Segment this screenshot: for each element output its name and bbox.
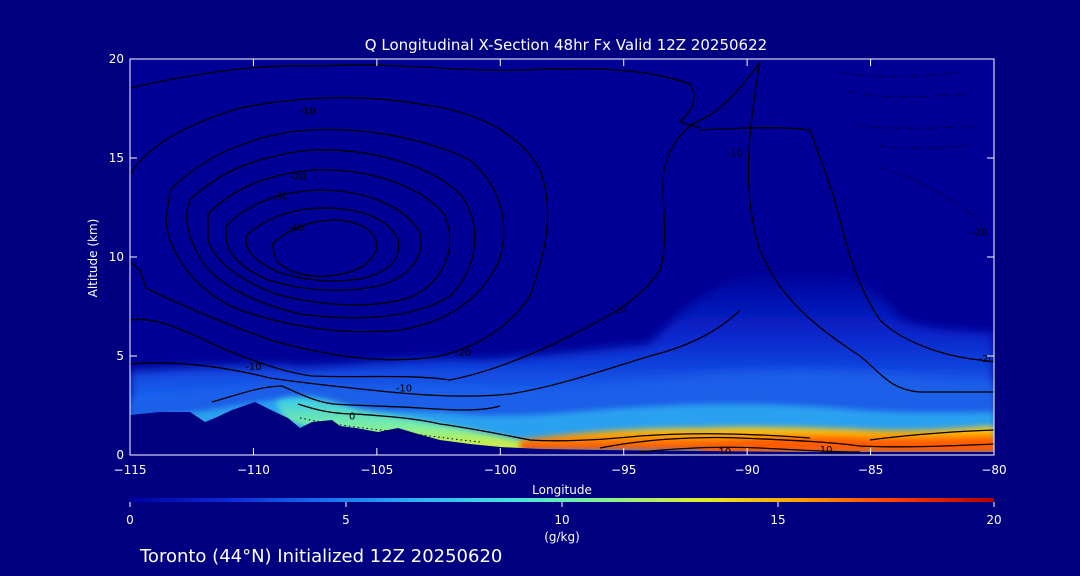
- contour-label: -20: [971, 227, 987, 238]
- contour-line: [130, 309, 741, 397]
- colorbar-tick-label: 20: [986, 513, 1001, 527]
- dotted-contour: [299, 417, 481, 443]
- y-axis: 0 5 10 15 20: [109, 52, 994, 462]
- x-tick-label: −90: [734, 463, 759, 477]
- contour-line: [207, 169, 451, 306]
- contour-line: [130, 61, 761, 381]
- contour-label: -10: [245, 362, 261, 373]
- contour-label: 10: [820, 445, 833, 456]
- dotted-contour: [879, 145, 971, 149]
- contour-label: -30: [272, 192, 288, 203]
- terrain: [130, 402, 994, 455]
- contour-label: -40: [287, 223, 303, 234]
- contour-line: [225, 189, 422, 291]
- contour-line: [245, 207, 400, 282]
- colorbar-tick-label: 5: [342, 513, 350, 527]
- contour-line: [699, 127, 994, 363]
- colorbar-tick-label: 10: [554, 513, 569, 527]
- contour-label: -20: [978, 354, 994, 365]
- contour-label: 0: [349, 411, 355, 422]
- contour-label: -10: [611, 304, 627, 315]
- moisture-core-west: [275, 396, 530, 452]
- contour-line: [639, 446, 861, 453]
- contour-line: [747, 61, 994, 393]
- contour-label: 10: [719, 447, 732, 458]
- x-tick-label: −105: [360, 463, 393, 477]
- colorbar-strip: [130, 498, 994, 502]
- contour-lines: [130, 61, 994, 453]
- dotted-contour: [879, 167, 986, 229]
- colorbar-tick-label: 15: [770, 513, 785, 527]
- colorbar-unit-label: (g/kg): [544, 530, 580, 544]
- y-tick-label: 10: [109, 250, 124, 264]
- x-tick-label: −115: [114, 463, 147, 477]
- y-tick-label: 20: [109, 52, 124, 66]
- dotted-contour: [859, 125, 976, 129]
- x-tick-label: −85: [858, 463, 883, 477]
- y-tick-label: 5: [116, 349, 124, 363]
- contour-line: [869, 429, 994, 441]
- y-tick-label: 15: [109, 151, 124, 165]
- y-axis-label: Altitude (km): [86, 219, 100, 298]
- dotted-contour: [839, 71, 961, 78]
- contour-line: [211, 385, 501, 411]
- dotted-contour: [849, 91, 971, 98]
- contour-line: [130, 64, 701, 129]
- x-axis-label: Longitude: [532, 483, 592, 497]
- x-tick-label: −100: [484, 463, 517, 477]
- colorbar-tick-label: 0: [126, 513, 134, 527]
- x-axis: −115 −110 −105 −100 −95 −90 −85 −80: [114, 59, 1007, 477]
- init-caption: Toronto (44°N) Initialized 12Z 20250620: [139, 546, 502, 567]
- x-tick-label: −80: [981, 463, 1006, 477]
- contour-line: [271, 219, 378, 277]
- contour-line: [599, 436, 994, 449]
- contour-line: [297, 403, 811, 442]
- chart-title: Q Longitudinal X-Section 48hr Fx Valid 1…: [365, 36, 767, 54]
- contour-line: [130, 96, 549, 361]
- contour-line: [186, 149, 476, 319]
- x-tick-label: −95: [611, 463, 636, 477]
- contour-label: -10: [396, 384, 412, 395]
- colorbar-ticks: 0 5 10 15 20: [126, 502, 1002, 527]
- contour-line: [165, 128, 505, 333]
- contour-label: -20: [290, 172, 306, 183]
- contour-label: -10: [300, 106, 316, 117]
- x-tick-label: −110: [237, 463, 270, 477]
- y-tick-label: 0: [116, 448, 124, 462]
- contour-label: -10: [727, 148, 743, 159]
- dotted-contours: [299, 71, 986, 443]
- colorbar: 0 5 10 15 20 (g/kg): [126, 498, 1002, 544]
- contour-label: -20: [455, 348, 471, 359]
